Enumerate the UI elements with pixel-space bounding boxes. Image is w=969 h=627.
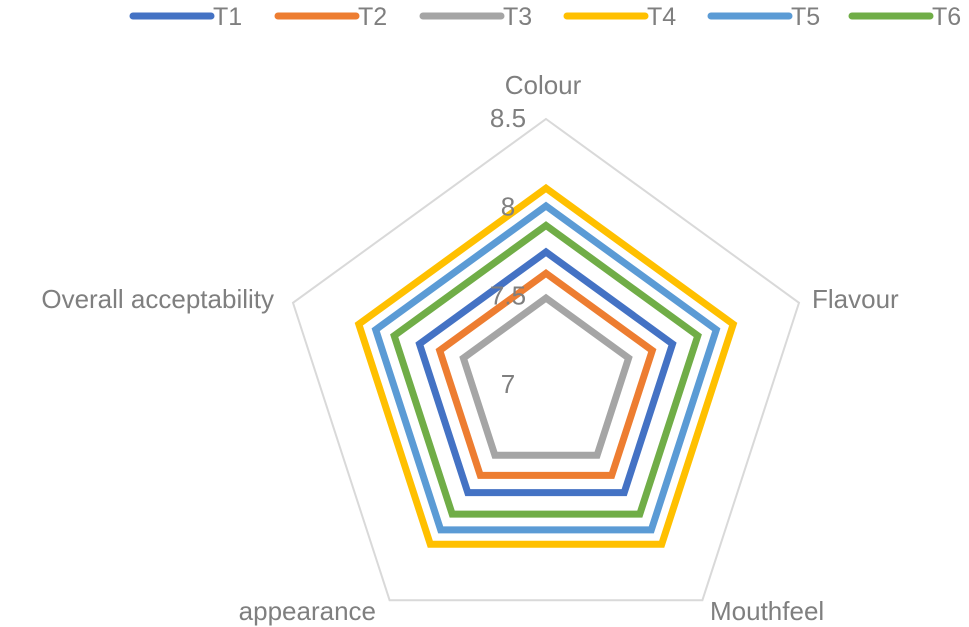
- axis-label: appearance: [239, 596, 376, 626]
- axis-label: Flavour: [812, 284, 899, 314]
- axis-label: Colour: [505, 70, 582, 100]
- series-line-t2: [435, 268, 657, 479]
- tick-label: 7.5: [490, 280, 526, 310]
- axis-labels: Colour Flavour Mouthfeel appearance Overall …: [41, 70, 899, 626]
- axis-label: Mouthfeel: [710, 596, 824, 626]
- chart-legend: T1 T2 T3 T4 T5 T6: [129, 3, 961, 31]
- series-line-t5: [371, 201, 721, 534]
- series-line-t3: [459, 293, 633, 459]
- radial-tick-labels: 7 7.5 8 8.5: [490, 103, 526, 399]
- legend-label: T4: [647, 3, 676, 31]
- legend-label: T5: [791, 3, 820, 31]
- legend-label: T6: [932, 3, 961, 31]
- series-line-t4: [354, 183, 738, 548]
- series-line-t6: [390, 221, 702, 518]
- radar-series: [354, 183, 738, 548]
- axis-label: Overall acceptability: [41, 284, 274, 314]
- legend-label: T3: [503, 3, 532, 31]
- tick-label: 8.5: [490, 103, 526, 133]
- grid-ring-outer: [291, 117, 801, 602]
- legend-label: T2: [358, 3, 387, 31]
- legend-label: T1: [213, 3, 242, 31]
- tick-label: 7: [501, 369, 515, 399]
- series-line-t1: [415, 247, 677, 497]
- tick-label: 8: [501, 192, 515, 222]
- radar-grid: [291, 117, 801, 602]
